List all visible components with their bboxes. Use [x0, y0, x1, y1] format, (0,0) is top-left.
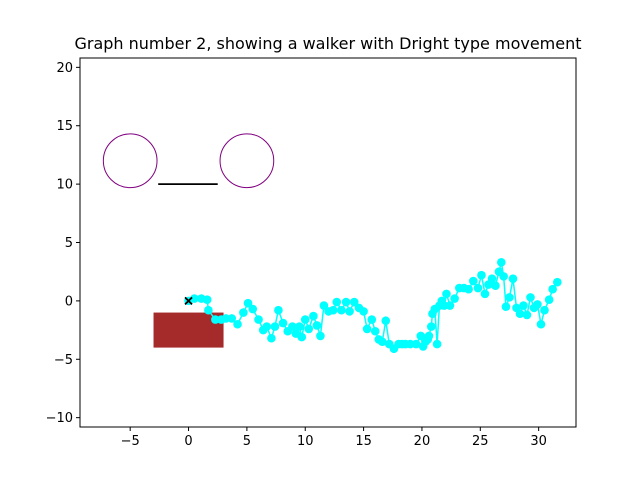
walker-point-71 — [468, 276, 478, 286]
y-axis: −10 −5 0 5 10 15 20 — [46, 61, 80, 426]
walker-point-57 — [424, 331, 434, 341]
walker-point-65 — [442, 289, 451, 299]
walker-point-33 — [332, 297, 342, 307]
walker-point-28 — [312, 321, 322, 330]
walker-point-80 — [499, 272, 508, 281]
walker-point-61 — [432, 339, 442, 349]
start-marker — [184, 296, 193, 306]
walker-point-52 — [411, 339, 421, 349]
walker-point-30 — [319, 301, 329, 310]
x-tick-label: 30 — [530, 434, 547, 449]
circle-2 — [219, 133, 275, 189]
plot-area — [102, 133, 562, 354]
walker-point-88 — [526, 293, 535, 302]
x-tick-label: 0 — [184, 434, 192, 449]
walker-point-9 — [233, 319, 242, 329]
walker-point-45 — [381, 316, 391, 326]
walker-point-86 — [519, 301, 528, 310]
x-axis: −5 0 5 10 15 20 25 30 — [121, 427, 547, 449]
walker-point-39 — [359, 307, 368, 316]
walker-point-95 — [553, 277, 562, 287]
walker-point-94 — [548, 284, 557, 294]
walker-point-66 — [445, 301, 455, 310]
walker-point-11 — [243, 298, 253, 308]
x-tick-label: 15 — [355, 434, 372, 449]
walker-point-87 — [522, 310, 532, 320]
walker-point-17 — [270, 322, 280, 331]
x-tick-label: 20 — [414, 434, 431, 449]
walker-point-40 — [362, 324, 372, 334]
walker-point-19 — [278, 318, 288, 328]
x-tick-label: 10 — [297, 434, 314, 449]
walker-point-58 — [426, 322, 436, 331]
walker-point-83 — [508, 274, 518, 283]
walker-point-18 — [274, 305, 283, 315]
walker-point-26 — [304, 324, 314, 334]
y-tick-label: −5 — [54, 353, 73, 368]
walker-point-4 — [204, 305, 213, 315]
walker-point-10 — [239, 308, 248, 317]
circle-1 — [102, 133, 158, 189]
walker-point-93 — [544, 295, 554, 305]
walker-point-27 — [309, 311, 318, 321]
walker-point-53 — [416, 331, 426, 341]
y-tick-label: 10 — [56, 178, 73, 193]
walker-point-23 — [295, 322, 304, 331]
walker-point-90 — [533, 300, 542, 309]
x-tick-label: −5 — [121, 434, 140, 449]
walker-point-8 — [227, 314, 237, 323]
walker-point-3 — [202, 295, 212, 305]
walker-point-41 — [367, 315, 377, 324]
walker-point-12 — [248, 304, 258, 314]
walker-point-36 — [345, 307, 354, 316]
x-tick-label: 25 — [472, 434, 489, 449]
walker-point-82 — [505, 293, 514, 302]
walker-point-16 — [267, 333, 276, 343]
walker-point-79 — [497, 258, 506, 267]
walker-point-25 — [300, 315, 310, 324]
walker-point-73 — [477, 270, 486, 280]
chart-title: Graph number 2, showing a walker with Dr… — [74, 34, 581, 53]
y-tick-label: 15 — [56, 119, 73, 134]
walker-point-76 — [487, 274, 497, 283]
y-tick-label: −10 — [46, 411, 73, 426]
walker-point-92 — [540, 305, 549, 315]
walker-point-42 — [370, 326, 380, 336]
walker-point-85 — [515, 309, 525, 319]
walker-point-13 — [254, 315, 263, 324]
y-tick-label: 0 — [65, 294, 73, 309]
walker-point-77 — [491, 281, 500, 291]
x-tick-label: 5 — [243, 434, 251, 449]
walker-point-29 — [316, 331, 325, 341]
walker-point-32 — [328, 305, 338, 315]
walker-point-81 — [501, 302, 511, 312]
walker-point-24 — [297, 332, 307, 342]
walker-point-37 — [349, 297, 359, 307]
walker-point-21 — [288, 322, 297, 331]
walker-point-15 — [262, 322, 272, 331]
walker-point-34 — [337, 305, 346, 315]
walker-point-74 — [480, 289, 490, 299]
y-tick-label: 5 — [65, 236, 73, 251]
walker-point-72 — [473, 283, 483, 293]
walker-point-35 — [341, 297, 351, 307]
walker-point-67 — [450, 294, 459, 303]
walker-point-1 — [190, 294, 199, 303]
walker-point-44 — [377, 337, 387, 347]
walker-point-70 — [464, 284, 473, 294]
plot-frame — [79, 57, 577, 428]
walker-point-91 — [536, 319, 546, 329]
start-marker-stroke-2 — [184, 296, 193, 306]
y-tick-label: 20 — [56, 61, 73, 76]
